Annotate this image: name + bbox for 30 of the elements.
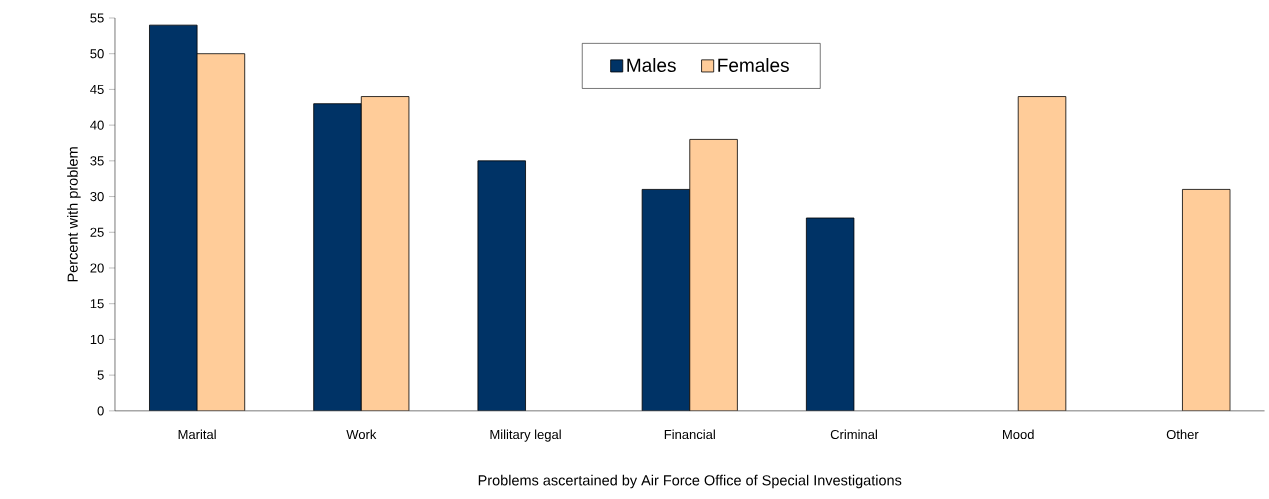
y-tick-label: 45 — [90, 84, 104, 95]
y-axis-title: Percent with problem — [67, 147, 81, 282]
legend-label: Females — [718, 58, 789, 73]
x-tick-label: Marital — [178, 429, 216, 440]
bar — [1017, 96, 1067, 411]
bar — [1182, 189, 1231, 411]
y-tick-label: 25 — [90, 227, 104, 237]
bar — [805, 217, 855, 411]
x-tick-label: Financial — [664, 429, 715, 440]
bar — [196, 53, 246, 411]
x-tick-label: Other — [1166, 429, 1199, 440]
x-tick-label: Criminal — [830, 429, 877, 440]
y-tick-label: 55 — [90, 13, 104, 23]
y-tick-label: 40 — [90, 120, 104, 130]
y-tick-label: 35 — [90, 156, 104, 166]
bar — [689, 139, 738, 411]
y-tick-label: 0 — [97, 406, 104, 416]
y-tick-label: 10 — [90, 334, 104, 345]
x-axis-title: Problems ascertained by Air Force Office of Special Investigations — [478, 474, 902, 489]
bar — [477, 160, 526, 411]
y-tick-label: 20 — [90, 263, 104, 273]
y-tick-label: 30 — [90, 192, 104, 202]
legend-label: Males — [627, 58, 676, 73]
bar — [360, 96, 410, 411]
y-tick-label: 15 — [90, 299, 104, 309]
x-tick-label: Mood — [1003, 429, 1034, 440]
y-tick-label: 50 — [90, 49, 104, 59]
x-tick-label: Work — [346, 429, 377, 440]
y-tick-label: 5 — [97, 370, 104, 380]
x-tick-label: Military legal — [490, 429, 561, 442]
